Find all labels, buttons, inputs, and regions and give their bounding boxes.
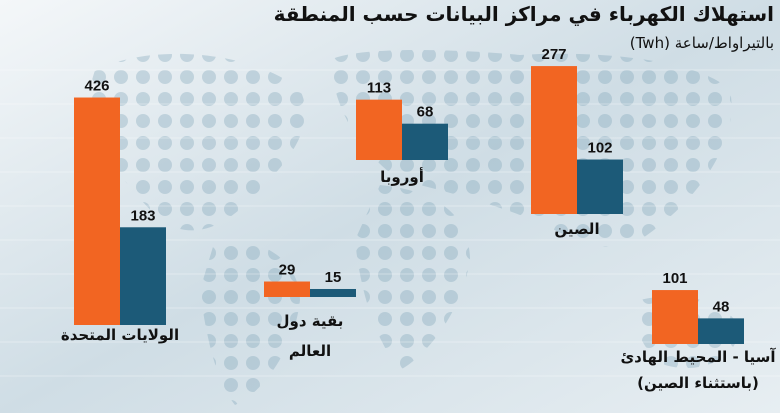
bar-4-1 — [698, 318, 744, 344]
value-label-2-1: 68 — [417, 104, 434, 121]
region-group-3: 277 102 الصين — [531, 46, 623, 238]
value-label-4-1: 48 — [713, 298, 730, 315]
bar-0-0 — [74, 97, 120, 326]
value-label-0-1: 183 — [130, 207, 155, 224]
value-label-1-0: 29 — [279, 262, 296, 279]
value-label-0-0: 426 — [84, 78, 109, 95]
bar-4-0 — [652, 290, 698, 344]
value-label-4-0: 101 — [662, 270, 687, 287]
region-label-1-1: العالم — [289, 342, 331, 360]
bar-3-0 — [531, 66, 577, 214]
value-label-1-1: 15 — [325, 269, 342, 286]
bar-1-1 — [310, 288, 356, 297]
region-label-4-1: (باستثناء الصين) — [637, 374, 759, 392]
region-label-2-0: أوروبا — [380, 167, 424, 186]
bar-3-1 — [577, 159, 623, 214]
bar-0-1 — [120, 227, 166, 325]
chart-title: استهلاك الكهرباء في مراكز البيانات حسب ا… — [273, 2, 774, 26]
bar-2-1 — [402, 123, 448, 160]
value-label-3-0: 277 — [541, 46, 566, 63]
chart-subtitle: بالتيراواط/ساعة (Twh) — [629, 34, 774, 52]
bar-2-0 — [356, 99, 402, 160]
value-label-2-0: 113 — [367, 80, 391, 97]
region-group-4: 101 48 آسيا - المحيط الهادئ (باستثناء الصين… — [620, 270, 776, 392]
region-label-1-0: بقية دول — [277, 312, 344, 330]
bar-1-0 — [264, 281, 310, 297]
region-group-2: 113 68 أوروبا — [356, 80, 448, 186]
region-label-3-0: الصين — [554, 220, 599, 238]
value-label-3-1: 102 — [587, 140, 612, 157]
region-group-1: 29 15 بقية دول العالم — [264, 262, 356, 360]
region-group-0: 426 183 الولايات المتحدة — [61, 78, 179, 344]
region-label-0-0: الولايات المتحدة — [61, 326, 179, 344]
region-label-4-0: آسيا - المحيط الهادئ — [620, 348, 776, 366]
